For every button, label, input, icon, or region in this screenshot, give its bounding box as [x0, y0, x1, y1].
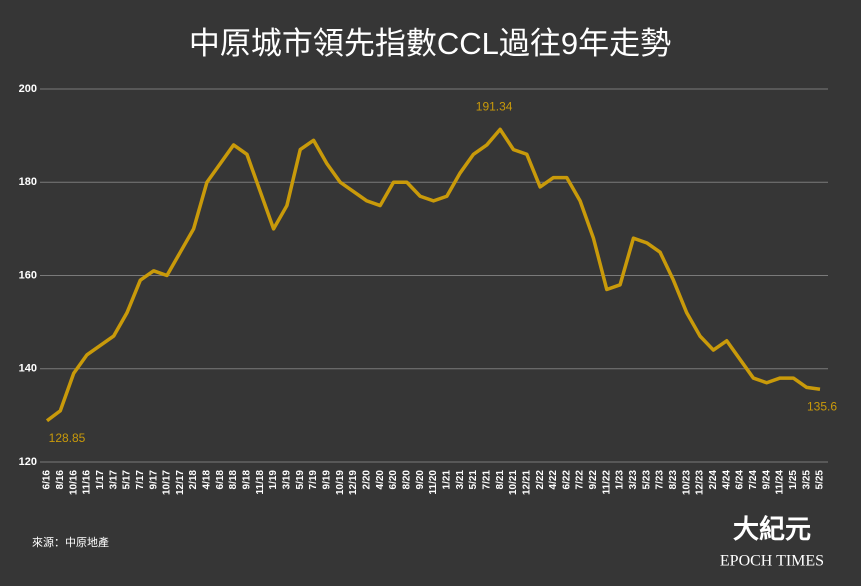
x-tick-label: 6/18	[215, 470, 226, 490]
x-tick-label: 12/23	[695, 470, 706, 495]
x-tick-label: 11/22	[601, 470, 612, 495]
y-tick-label: 180	[19, 176, 37, 188]
x-tick-label: 2/24	[708, 470, 719, 490]
x-tick-label: 6/16	[42, 470, 53, 490]
data-label: 128.85	[49, 431, 86, 445]
x-tick-label: 10/17	[162, 470, 173, 495]
x-tick-label: 7/24	[748, 470, 759, 490]
x-tick-label: 3/25	[801, 470, 812, 490]
x-tick-label: 1/17	[95, 470, 106, 490]
x-tick-label: 10/21	[508, 470, 519, 495]
x-tick-label: 11/24	[775, 470, 786, 495]
y-tick-label: 160	[19, 269, 37, 281]
x-tick-label: 5/21	[468, 470, 479, 490]
x-tick-label: 11/16	[82, 470, 93, 495]
x-tick-label: 1/25	[788, 470, 799, 490]
x-tick-label: 2/22	[535, 470, 546, 490]
x-tick-label: 12/21	[521, 470, 532, 495]
x-tick-label: 7/17	[135, 470, 146, 490]
x-tick-label: 1/19	[268, 470, 279, 490]
x-tick-label: 12/17	[175, 470, 186, 495]
data-label: 135.6	[807, 399, 837, 413]
x-tick-label: 10/16	[68, 470, 79, 495]
x-tick-label: 8/20	[401, 470, 412, 490]
x-tick-label: 6/24	[735, 470, 746, 490]
source: 來源：中原地產	[32, 535, 109, 549]
x-tick-label: 8/21	[495, 470, 506, 490]
x-tick-label: 9/19	[322, 470, 333, 490]
x-tick-label: 8/16	[55, 470, 66, 490]
logo-subtitle: EPOCH TIMES	[720, 553, 824, 570]
x-tick-label: 5/19	[295, 470, 306, 490]
x-tick-label: 9/20	[415, 470, 426, 490]
x-tick-label: 3/23	[628, 470, 639, 490]
x-tick-label: 9/18	[242, 470, 253, 490]
y-tick-label: 140	[19, 363, 37, 375]
x-tick-label: 5/25	[815, 470, 826, 490]
x-tick-label: 2/20	[362, 470, 373, 490]
y-tick-label: 120	[19, 456, 37, 468]
x-tick-label: 4/18	[202, 470, 213, 490]
x-tick-label: 2/18	[188, 470, 199, 490]
x-tick-label: 4/22	[548, 470, 559, 490]
x-tick-label: 5/23	[641, 470, 652, 490]
x-tick-label: 4/24	[721, 470, 732, 490]
line	[45, 127, 821, 423]
y-tick-label: 200	[19, 83, 37, 95]
x-tick-label: 12/19	[348, 470, 359, 495]
x-tick-label: 9/22	[588, 470, 599, 490]
x-tick-label: 5/17	[122, 470, 133, 490]
x-tick-label: 7/22	[575, 470, 586, 490]
x-tick-label: 9/17	[148, 470, 159, 490]
x-tick-label: 11/18	[255, 470, 266, 495]
x-tick-label: 3/21	[455, 470, 466, 490]
x-tick-label: 9/24	[761, 470, 772, 490]
x-tick-label: 1/23	[615, 470, 626, 490]
x-tick-label: 3/19	[282, 470, 293, 490]
x-tick-label: 10/19	[335, 470, 346, 495]
x-tick-label: 6/22	[561, 470, 572, 490]
data-label: 191.34	[476, 100, 513, 114]
x-tick-label: 3/17	[108, 470, 119, 490]
x-tick-label: 8/18	[228, 470, 239, 490]
x-tick-label: 7/23	[655, 470, 666, 490]
x-tick-label: 11/20	[428, 470, 439, 495]
x-tick-label: 7/21	[481, 470, 492, 490]
x-tick-label: 1/21	[441, 470, 452, 490]
x-tick-label: 8/23	[668, 470, 679, 490]
chart-title: 中原城市領先指數CCL過往9年走勢	[189, 26, 671, 61]
x-tick-label: 10/23	[681, 470, 692, 495]
x-tick-label: 6/20	[388, 470, 399, 490]
logo: 大紀元	[733, 514, 811, 544]
x-tick-label: 4/20	[375, 470, 386, 490]
x-tick-label: 7/19	[308, 470, 319, 490]
